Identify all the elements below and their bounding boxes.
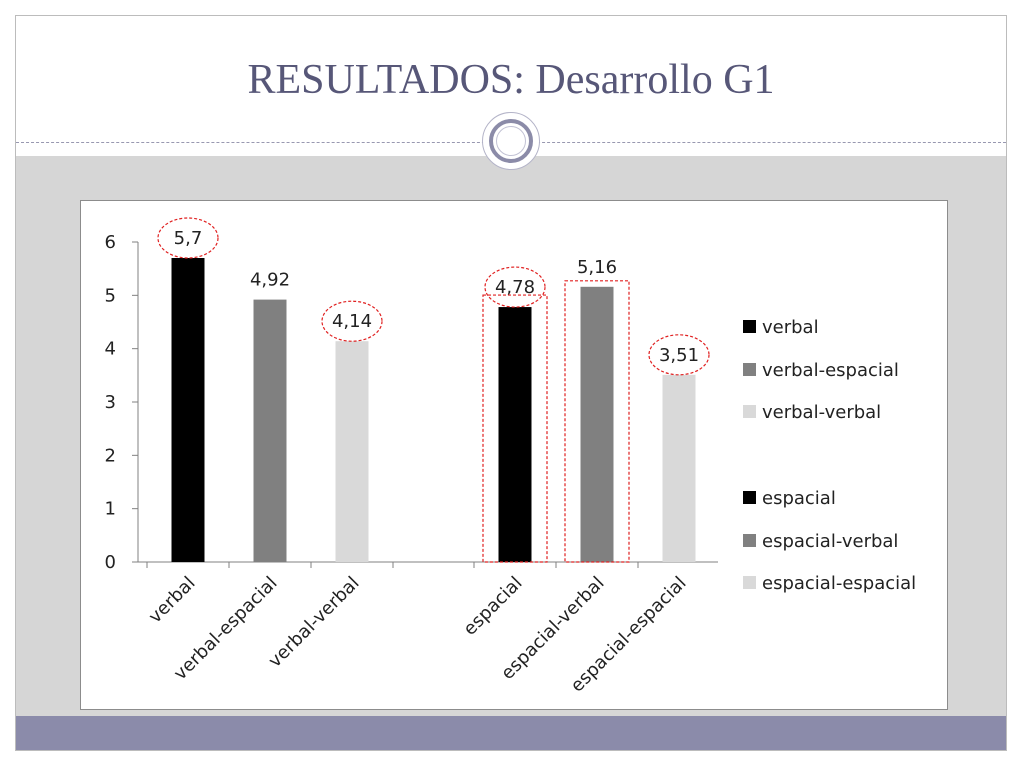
legend-swatch-verbal-verbal	[743, 405, 756, 418]
data-label-verbal-verbal: 4,14	[332, 311, 372, 332]
data-label-verbal: 5,7	[174, 228, 203, 249]
bar-espacial-espacial	[662, 374, 696, 562]
y-tick-label: 5	[105, 285, 116, 306]
bar-espacial	[498, 307, 532, 562]
legend-swatch-espacial-espacial	[743, 576, 756, 589]
highlight-box-espacial	[482, 294, 548, 563]
highlight-circle-verbal	[157, 217, 219, 259]
legend-swatch-espacial-verbal	[743, 534, 756, 547]
slide-title: RESULTADOS: Desarrollo G1	[247, 57, 775, 103]
legend-swatch-verbal	[743, 320, 756, 333]
data-label-verbal-espacial: 4,92	[250, 270, 290, 291]
bar-verbal-verbal	[335, 341, 369, 562]
y-tick-label: 2	[105, 445, 116, 466]
bar-verbal-espacial	[253, 299, 287, 562]
data-label-espacial: 4,78	[495, 277, 535, 298]
y-tick-label: 1	[105, 499, 116, 520]
y-tick-label: 0	[105, 552, 116, 573]
bar-verbal	[171, 258, 205, 562]
legend-swatch-espacial	[743, 491, 756, 504]
ring-ornament-icon	[482, 112, 540, 170]
legend-label-espacial: espacial	[762, 488, 836, 509]
data-label-espacial-verbal: 5,16	[577, 257, 617, 278]
legend-swatch-verbal-espacial	[743, 363, 756, 376]
bar-espacial-verbal	[580, 286, 614, 562]
legend-label-verbal: verbal	[762, 317, 819, 338]
legend-label-espacial-espacial: espacial-espacial	[762, 573, 916, 594]
legend-label-espacial-verbal: espacial-verbal	[762, 531, 898, 552]
legend-label-verbal-espacial: verbal-espacial	[762, 360, 899, 381]
footer-band	[16, 716, 1006, 750]
highlight-box-espacial-verbal	[564, 280, 630, 563]
data-label-espacial-espacial: 3,51	[659, 345, 699, 366]
y-tick-label: 6	[105, 232, 116, 253]
slide: RESULTADOS: Desarrollo G1 0 1 2 3 4 5 6 5,7 verb…	[15, 15, 1007, 751]
chart-frame: 0 1 2 3 4 5 6 5,7 verbal 4,92 verbal-espacial 4,14 v…	[80, 200, 948, 710]
highlight-circle-verbal-verbal	[321, 300, 383, 342]
y-tick-label: 3	[105, 392, 116, 413]
y-tick-label: 4	[105, 339, 116, 360]
x-category-label-espacial: espacial	[459, 573, 526, 640]
x-category-label-verbal: verbal	[145, 573, 200, 628]
bar-chart: 0 1 2 3 4 5 6 5,7 verbal 4,92 verbal-espacial 4,14 v…	[105, 217, 916, 697]
legend-label-verbal-verbal: verbal-verbal	[762, 402, 881, 423]
